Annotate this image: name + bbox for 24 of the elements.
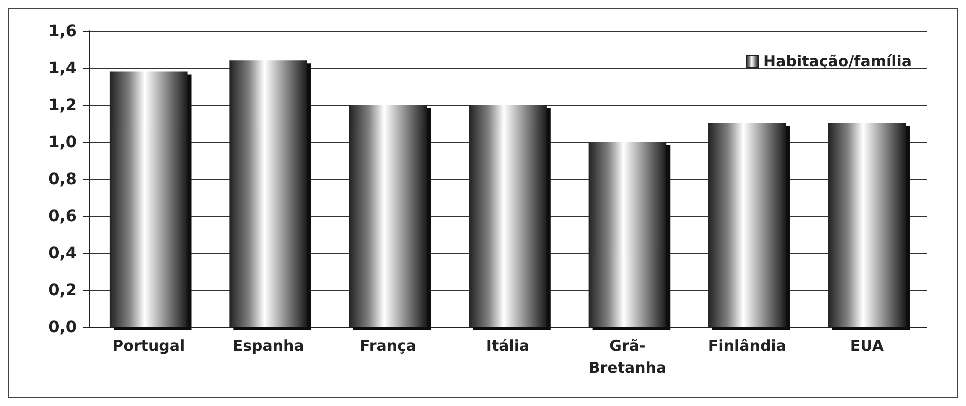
bar — [588, 142, 667, 327]
x-tick-label: Espanha — [232, 337, 304, 355]
y-tick-label: 0,2 — [48, 280, 77, 300]
bar — [828, 124, 906, 327]
bar — [110, 72, 188, 327]
x-tick-label: Itália — [486, 337, 530, 355]
y-tick-label: 1,0 — [48, 132, 77, 152]
y-tick-label: 0,6 — [48, 206, 77, 226]
y-tick-label: 0,8 — [48, 170, 77, 188]
bar — [349, 105, 428, 327]
bar — [708, 124, 786, 327]
x-tick-label: Portugal — [112, 337, 186, 355]
x-tick-label: Finlândia — [708, 337, 786, 355]
y-tick-label: 0,4 — [48, 244, 77, 262]
y-tick-label: 1,4 — [48, 58, 77, 78]
legend-label: Habitação/família — [764, 52, 912, 70]
bar — [469, 105, 547, 327]
bar — [230, 60, 308, 327]
y-tick-label: 0,0 — [48, 318, 77, 336]
y-tick-label: 1,6 — [48, 22, 77, 40]
x-tick-label: França — [360, 337, 417, 355]
x-tick-label: Grã-Bretanha — [588, 337, 667, 377]
x-tick-label: EUA — [850, 337, 884, 355]
y-tick-label: 1,2 — [48, 96, 77, 114]
